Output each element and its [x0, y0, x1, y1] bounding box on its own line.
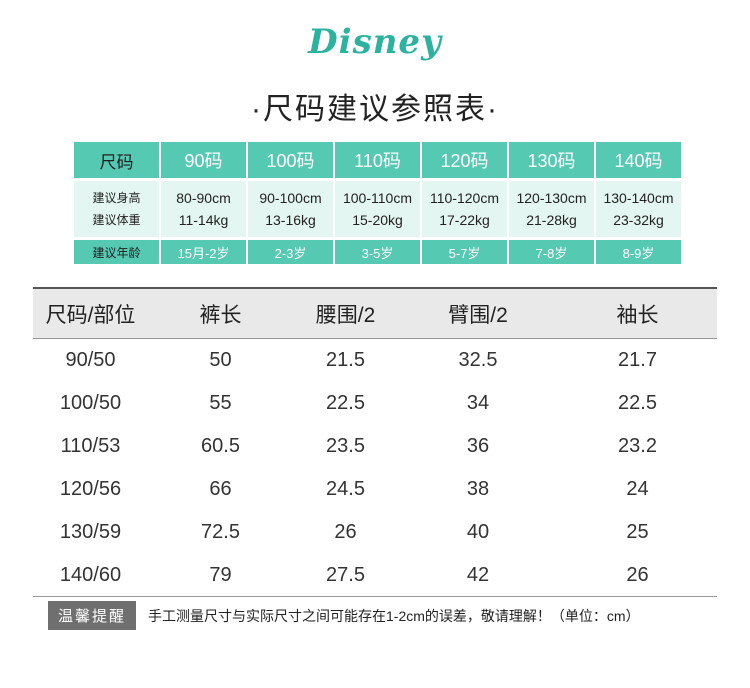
- table-cell: 32.5: [458, 349, 498, 371]
- table-cell: 24: [626, 478, 649, 500]
- weight-value: 23-32kg: [613, 212, 664, 228]
- table-cell: 40: [466, 521, 490, 543]
- disney-logo: Disney: [308, 22, 442, 62]
- table-cell: 120/56: [59, 478, 122, 500]
- table-row: 100/50 55 22.5 34 22.5: [33, 382, 717, 425]
- height-value: 130-140cm: [603, 190, 674, 206]
- weight-value: 15-20kg: [352, 212, 403, 228]
- measurement-table: 尺码/部位 裤长 腰围/2 臂围/2 袖长 90/50 50 21.5 32.5…: [33, 287, 717, 597]
- weight-label: 建议体重: [92, 213, 141, 227]
- weight-value: 11-14kg: [178, 212, 229, 228]
- size-spec-cell: 90-100cm 13-16kg: [248, 181, 333, 237]
- size-header-cell: 110码: [335, 142, 420, 178]
- table-row: 110/53 60.5 23.5 36 23.2: [33, 425, 717, 468]
- size-chart: 尺码 90码 100码 110码 120码 130码 140码 建议身高 建议体…: [74, 142, 686, 264]
- size-chart-body-row: 建议身高 建议体重 80-90cm 11-14kg 90-100cm 13-16…: [74, 181, 686, 237]
- size-spec-cell: 80-90cm 11-14kg: [161, 181, 246, 237]
- note-text: 手工测量尺寸与实际尺寸之间可能存在1-2cm的误差，敬请理解！（单位：cm）: [148, 607, 640, 624]
- table-cell: 26: [626, 563, 649, 586]
- table-cell: 22.5: [326, 392, 365, 414]
- weight-value: 13-16kg: [265, 212, 316, 228]
- table-cell: 22.5: [618, 392, 657, 414]
- size-spec-cell: 120-130cm 21-28kg: [509, 181, 594, 237]
- column-header: 腰围/2: [315, 303, 376, 327]
- size-spec-cell: 130-140cm 23-32kg: [596, 181, 681, 237]
- table-row: 140/60 79 27.5 42 26: [33, 554, 717, 597]
- table-cell: 66: [209, 478, 232, 500]
- height-value: 110-120cm: [429, 190, 499, 206]
- size-chart-header-row: 尺码 90码 100码 110码 120码 130码 140码: [74, 142, 686, 178]
- age-value: 15月-2岁: [161, 240, 246, 264]
- size-spec-cell: 110-120cm 17-22kg: [422, 181, 507, 237]
- height-weight-label: 建议身高 建议体重: [74, 181, 159, 237]
- table-cell: 23.5: [326, 435, 365, 457]
- table-cell: 38: [466, 478, 490, 500]
- height-label: 建议身高: [92, 191, 141, 205]
- table-cell: 21.7: [618, 349, 657, 371]
- table-cell: 26: [334, 521, 357, 543]
- size-header-label: 尺码: [74, 142, 159, 178]
- size-header-cell: 90码: [161, 142, 246, 178]
- table-cell: 100/50: [59, 392, 122, 414]
- size-header-cell: 130码: [509, 142, 594, 178]
- note-badge: 温馨提醒: [48, 601, 137, 630]
- height-value: 90-100cm: [259, 190, 322, 206]
- table-cell: 27.5: [326, 563, 365, 586]
- height-value: 80-90cm: [176, 190, 231, 206]
- table-cell: 24.5: [326, 478, 365, 500]
- weight-value: 21-28kg: [526, 212, 577, 228]
- table-cell: 23.2: [618, 435, 657, 457]
- age-value: 7-8岁: [509, 240, 594, 264]
- table-cell: 36: [466, 435, 490, 457]
- table-cell: 90/50: [65, 349, 116, 371]
- weight-value: 17-22kg: [439, 212, 490, 228]
- table-cell: 110/53: [60, 435, 121, 457]
- size-header-cell: 100码: [248, 142, 333, 178]
- table-cell: 79: [209, 563, 232, 586]
- age-value: 3-5岁: [335, 240, 420, 264]
- table-cell: 55: [209, 392, 232, 414]
- table-row: 130/59 72.5 26 40 25: [33, 511, 717, 554]
- table-cell: 50: [209, 349, 232, 371]
- size-header-cell: 120码: [422, 142, 507, 178]
- age-label: 建议年龄: [74, 240, 159, 264]
- column-header: 尺码/部位: [45, 303, 136, 327]
- size-chart-age-row: 建议年龄 15月-2岁 2-3岁 3-5岁 5-7岁 7-8岁 8-9岁: [74, 240, 686, 264]
- table-row: 120/56 66 24.5 38 24: [33, 468, 717, 511]
- page-title: ·尺码建议参照表·: [251, 93, 499, 126]
- height-value: 100-110cm: [342, 190, 412, 206]
- table-cell: 140/60: [59, 563, 122, 586]
- table-cell: 60.5: [201, 435, 240, 457]
- age-value: 2-3岁: [248, 240, 333, 264]
- age-value: 5-7岁: [422, 240, 507, 264]
- measurement-note: 温馨提醒 手工测量尺寸与实际尺寸之间可能存在1-2cm的误差，敬请理解！（单位：…: [48, 601, 640, 630]
- column-header: 袖长: [616, 303, 659, 327]
- column-header: 臂围/2: [448, 303, 508, 327]
- table-cell: 72.5: [201, 521, 240, 543]
- measurement-table-header: 尺码/部位 裤长 腰围/2 臂围/2 袖长: [33, 287, 717, 339]
- table-row: 90/50 50 21.5 32.5 21.7: [33, 339, 717, 382]
- height-value: 120-130cm: [516, 190, 587, 206]
- table-cell: 42: [466, 563, 490, 586]
- table-cell: 34: [466, 392, 490, 414]
- age-value: 8-9岁: [596, 240, 681, 264]
- size-spec-cell: 100-110cm 15-20kg: [335, 181, 420, 237]
- column-header: 裤长: [199, 303, 242, 327]
- table-cell: 21.5: [326, 349, 365, 371]
- size-header-cell: 140码: [596, 142, 681, 178]
- table-cell: 130/59: [59, 521, 122, 543]
- table-cell: 25: [626, 521, 649, 543]
